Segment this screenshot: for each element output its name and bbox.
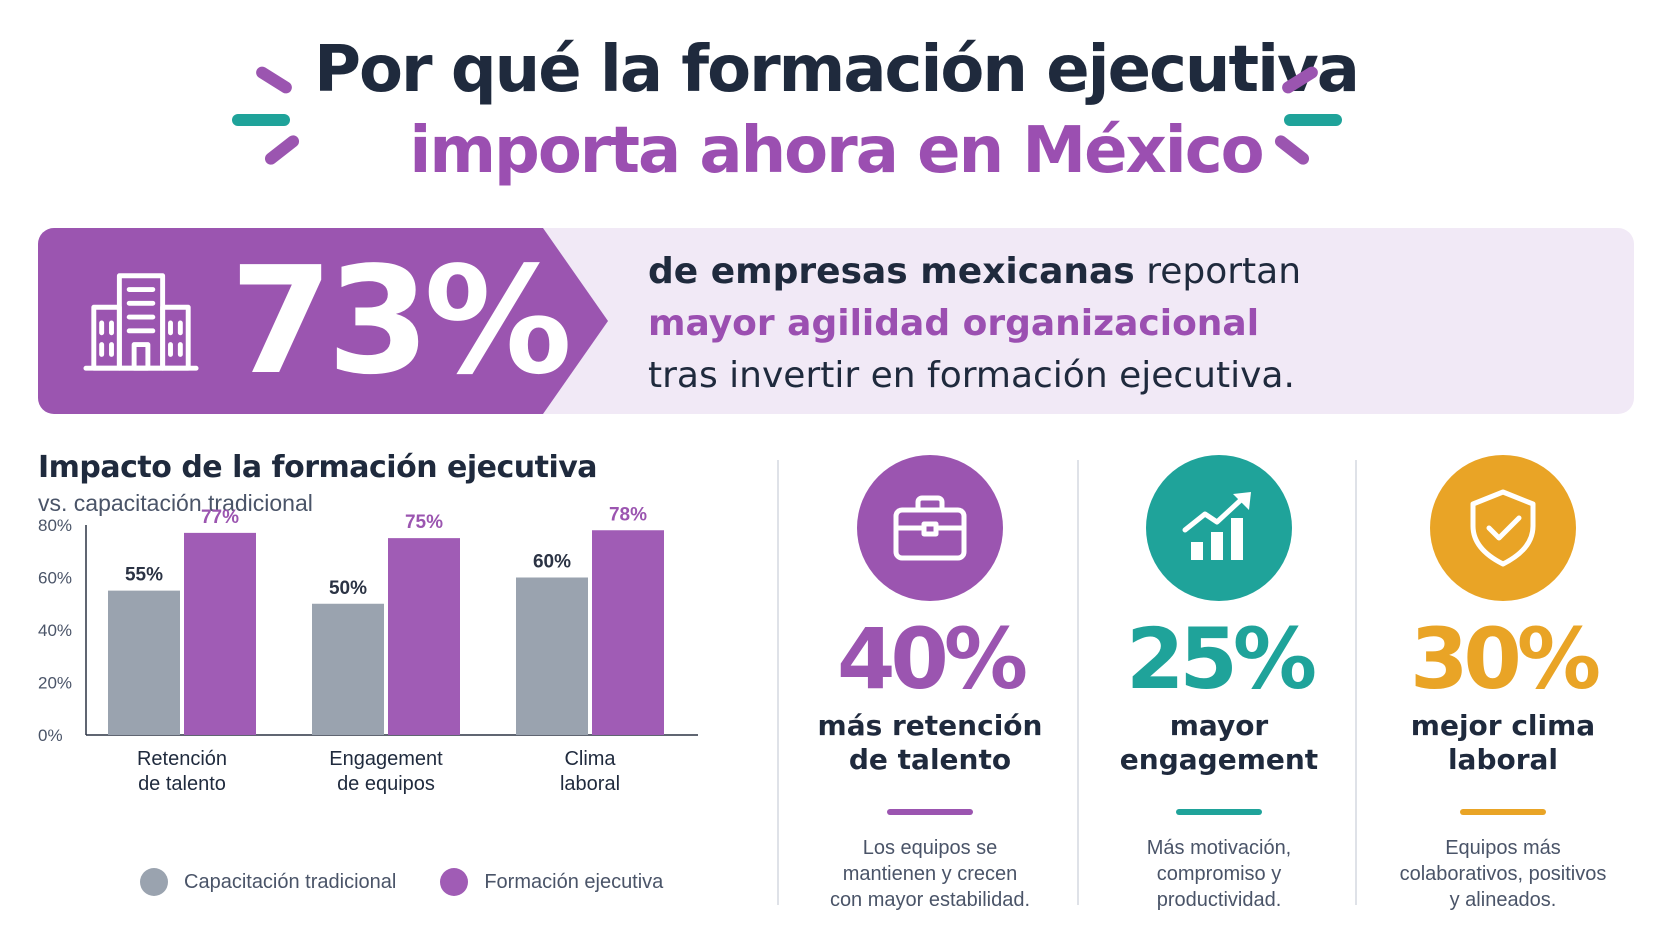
x-tick-label: Engagement [329,748,443,770]
bar-value-label: 55% [125,565,163,586]
bar-value-label: 75% [405,512,443,533]
bar-traditional [312,603,384,735]
stat-label: mayor engagement [1119,709,1319,776]
bar-executive [388,538,460,735]
banner-stat-value: 73% [230,235,572,407]
x-tick-label: de talento [138,773,226,795]
stat-value: 40% [836,610,1028,708]
stat-accent-bar [1176,809,1262,815]
title-line-2: importa ahora en México [409,114,1264,188]
banner-line1-bold: de empresas mexicanas [648,251,1135,292]
legend-swatch-traditional [140,868,168,896]
title-line-1: Por qué la formación ejecutiva [314,33,1360,107]
bar-value-label: 50% [329,578,367,599]
bar-value-label: 78% [609,504,647,525]
stat-label: mejor clima laboral [1410,709,1596,776]
stat-icon-circle [857,455,1003,601]
stat-card-climate: 30% mejor clima laboral Equipos más cola… [1363,455,1643,913]
stat-icon-circle [1146,455,1292,601]
stat-accent-bar [887,809,973,815]
bar-value-label: 60% [533,552,571,573]
y-tick-label: 20% [38,674,72,693]
x-tick-label: Retención [137,748,227,770]
legend-item-traditional: Capacitación tradicional [140,868,396,896]
stat-card-retention: 40% más retención de talento Los equipos… [790,455,1070,913]
stat-value: 30% [1409,610,1601,708]
stat-card-engagement: 25% mayor engagement Más motivación, com… [1079,455,1359,913]
legend-item-executive: Formación ejecutiva [440,868,663,896]
y-tick-label: 60% [38,569,72,588]
chart-title: Impacto de la formación ejecutiva [38,450,598,485]
x-tick-label: laboral [560,773,620,795]
chart-legend: Capacitación tradicional Formación ejecu… [140,868,707,896]
building-icon [83,273,199,371]
stat-accent-bar [1460,809,1546,815]
y-tick-label: 40% [38,621,72,640]
stat-description: Los equipos se mantienen y crecen con ma… [829,837,1031,911]
column-divider [1077,460,1079,905]
legend-swatch-executive [440,868,469,896]
y-tick-label: 0% [38,726,63,745]
stat-icon-circle [1430,455,1576,601]
bar-traditional [108,590,180,735]
briefcase-icon [893,495,967,561]
banner-line2: mayor agilidad organizacional [648,303,1260,344]
highlight-banner: 73% de empresas mexicanas reportan mayor… [38,228,1634,414]
banner-line1-rest: reportan [1134,251,1302,292]
bar-chart: 0% 20% 40% 60% 80% 55% 77% Retención de talento 5… [38,504,698,795]
x-tick-label: de equipos [337,773,435,795]
y-tick-label: 80% [38,516,72,535]
legend-label-traditional: Capacitación tradicional [184,870,397,893]
decorative-dashes-right [1272,64,1342,168]
banner-text: de empresas mexicanas reportan mayor agi… [648,246,1301,402]
banner-line3: tras invertir en formación ejecutiva. [648,355,1295,396]
x-tick-label: Clima [564,748,616,770]
decorative-dashes-left [232,64,302,168]
banner-stat-panel: 73% [38,228,608,414]
column-divider [777,460,779,905]
shield-check-icon [1470,489,1536,567]
page-title: Por qué la formación ejecutiva importa a… [0,30,1672,192]
bar-executive [592,530,664,735]
chart-subtitle: vs. capacitación tradicional [38,490,313,516]
stat-description: Más motivación, compromiso y productivid… [1146,837,1292,911]
stat-value: 25% [1125,610,1317,708]
bar-executive [184,532,256,735]
growth-chart-icon [1182,492,1251,560]
column-divider [1355,460,1357,905]
stat-description: Equipos más colaborativos, positivos y a… [1399,837,1607,911]
bar-value-label: 77% [201,507,239,528]
stat-label: más retención de talento [817,709,1043,776]
legend-label-executive: Formación ejecutiva [484,870,664,893]
bar-traditional [516,577,588,735]
